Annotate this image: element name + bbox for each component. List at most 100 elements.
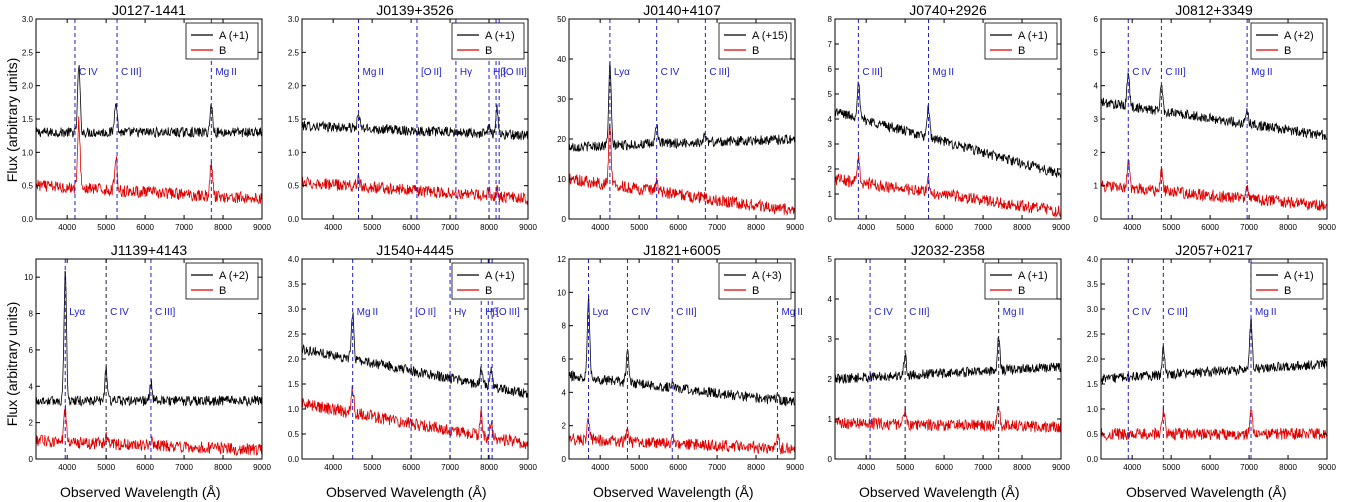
y-tick-label: 0.0 — [288, 455, 300, 464]
x-tick-label: 6000 — [402, 223, 420, 232]
legend-label: A (+2) — [1284, 30, 1314, 42]
legend: A (+3) B — [718, 262, 792, 300]
legend: A (+1) B — [984, 22, 1058, 60]
legend: A (+1) B — [451, 22, 525, 60]
y-tick-label: 2.0 — [288, 82, 300, 91]
emission-line-label: C III] — [155, 307, 176, 318]
emission-line-label: [O III] — [496, 307, 520, 318]
emission-line-label: C III] — [1167, 307, 1188, 318]
y-tick-label: 6 — [562, 355, 567, 364]
x-tick-label: 8000 — [214, 223, 232, 232]
spectrum-a-line — [1100, 72, 1328, 141]
emission-line-label: C III] — [121, 67, 142, 78]
emission-line-label: Hγ — [454, 307, 466, 318]
legend-label: B — [1284, 45, 1291, 57]
panel-title: J0140+4107 — [643, 2, 721, 18]
y-tick-label: 5 — [828, 255, 833, 264]
spectrum-b-line — [1100, 159, 1328, 211]
y-tick-label: 10 — [557, 175, 566, 184]
legend: A (+1) B — [1250, 262, 1324, 300]
y-tick-label: 4 — [29, 382, 34, 391]
x-tick-label: 7000 — [974, 223, 992, 232]
x-tick-label: 8000 — [1279, 463, 1297, 472]
y-tick-label: 4 — [828, 295, 833, 304]
emission-line-label: C III] — [862, 67, 883, 78]
emission-line-label: C III] — [676, 307, 697, 318]
emission-line-label: C III] — [1165, 67, 1186, 78]
emission-line-label: Mg II — [357, 307, 378, 318]
y-tick-label: 3.0 — [1087, 305, 1099, 314]
emission-line-label: [O III] — [503, 67, 527, 78]
x-tick-label: 7000 — [175, 463, 193, 472]
emission-line-label: [O II] — [421, 67, 442, 78]
y-tick-label: 4.0 — [1087, 255, 1099, 264]
spectrum-panel: J0740+2926 C III] Mg II 0 1 2 3 4 5 6 7 8 4000 5000 60… — [828, 2, 1071, 232]
x-tick-label: 6000 — [402, 463, 420, 472]
y-tick-label: 8 — [828, 15, 833, 24]
spectrum-b-line — [301, 385, 529, 450]
x-tick-label: 6000 — [1201, 463, 1219, 472]
emission-line-label: C IV — [874, 307, 893, 318]
x-tick-label: 5000 — [363, 223, 381, 232]
x-tick-label: 9000 — [1052, 463, 1070, 472]
y-tick-label: 0 — [562, 215, 567, 224]
y-tick-label: 3 — [828, 140, 833, 149]
legend-box — [718, 262, 792, 300]
panel-title: J2057+0217 — [1175, 242, 1253, 258]
panel-title: J0127-1441 — [112, 2, 186, 18]
emission-line-label: Hβ — [485, 307, 498, 318]
x-tick-label: 5000 — [97, 223, 115, 232]
spectrum-b-line — [834, 406, 1062, 434]
emission-line-label: Lyα — [592, 307, 608, 318]
panel-title: J0812+3349 — [1175, 2, 1253, 18]
legend: A (+1) B — [451, 262, 525, 300]
x-axis-label-5: Observed Wavelength (Å) — [1126, 484, 1287, 500]
legend-label: B — [1018, 285, 1025, 297]
x-tick-label: 4000 — [1123, 223, 1141, 232]
y-tick-label: 0 — [562, 455, 567, 464]
x-tick-label: 7000 — [708, 463, 726, 472]
emission-line-label: Lyα — [614, 67, 630, 78]
legend-label: B — [752, 45, 759, 57]
spectrum-b-line — [834, 154, 1062, 218]
x-tick-label: 6000 — [669, 223, 687, 232]
x-tick-label: 4000 — [857, 463, 875, 472]
y-tick-label: 10 — [557, 288, 566, 297]
spectrum-panel: J0139+3526 Mg II [O II] Hγ Hβ[O III] 0.0 0.5 1.… — [288, 2, 538, 232]
x-tick-label: 9000 — [1318, 463, 1336, 472]
legend-box — [185, 22, 259, 60]
x-tick-label: 7000 — [441, 223, 459, 232]
spectrum-b-line — [568, 417, 796, 455]
y-tick-label: 12 — [557, 255, 566, 264]
x-tick-label: 4000 — [324, 463, 342, 472]
emission-line-label: Mg II — [933, 67, 954, 78]
legend-label: B — [219, 45, 226, 57]
x-tick-label: 9000 — [786, 463, 804, 472]
x-tick-label: 4000 — [591, 463, 609, 472]
emission-line-label: C IV — [1132, 307, 1151, 318]
x-tick-label: 8000 — [747, 223, 765, 232]
legend-box — [451, 22, 525, 60]
spectrum-b-line — [35, 404, 263, 457]
legend-box — [1250, 22, 1324, 60]
legend-box — [718, 22, 792, 60]
legend-label: B — [1018, 45, 1025, 57]
y-tick-label: 3.5 — [1087, 280, 1099, 289]
x-tick-label: 5000 — [97, 463, 115, 472]
legend-label: B — [485, 285, 492, 297]
x-tick-label: 8000 — [1279, 223, 1297, 232]
legend-box — [451, 262, 525, 300]
y-tick-label: 50 — [557, 15, 566, 24]
x-tick-label: 6000 — [136, 463, 154, 472]
spectrum-panel: J0127-1441 C IV C III] Mg II 0.0 0.5 1.0 1.5 2.0… — [22, 2, 272, 232]
y-tick-label: 3.0 — [288, 15, 300, 24]
y-tick-label: 4.0 — [288, 255, 300, 264]
panel-title: J0139+3526 — [376, 2, 454, 18]
spectrum-a-line — [301, 312, 529, 398]
spectrum-panel: J0812+3349 C IV C III] Mg II 0 1 2 3 4 5 6 4000 5000… — [1094, 2, 1337, 232]
spectrum-a-line — [1100, 318, 1328, 384]
panel-title: J1540+4445 — [376, 242, 454, 258]
x-tick-label: 4000 — [324, 223, 342, 232]
y-tick-label: 1 — [828, 190, 833, 199]
x-tick-label: 4000 — [58, 463, 76, 472]
